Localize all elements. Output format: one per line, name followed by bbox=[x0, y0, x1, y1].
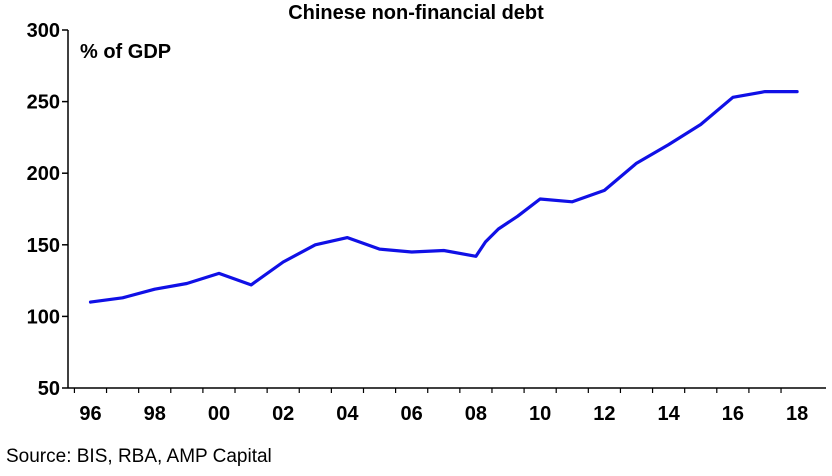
x-tick-label: 16 bbox=[722, 403, 744, 425]
series-layer bbox=[88, 89, 799, 304]
x-tick-label: 00 bbox=[208, 403, 230, 425]
y-tick-label: 300 bbox=[27, 20, 60, 42]
series-line bbox=[88, 89, 799, 304]
y-tick-label: 50 bbox=[38, 378, 60, 400]
x-tick-label: 08 bbox=[465, 403, 487, 425]
y-axis: 50 100 150 200 250 300 bbox=[27, 20, 69, 400]
x-tick-label: 10 bbox=[529, 403, 551, 425]
source-note: Source: BIS, RBA, AMP Capital bbox=[6, 446, 272, 467]
x-tick-label: 02 bbox=[272, 403, 294, 425]
x-tick-label: 04 bbox=[336, 403, 359, 425]
unit-label: % of GDP bbox=[80, 41, 171, 63]
x-tick-label: 18 bbox=[786, 403, 808, 425]
x-axis: 96 98 00 02 04 06 08 10 12 14 16 18 bbox=[68, 387, 826, 425]
x-tick-label: 98 bbox=[144, 403, 166, 425]
y-tick-label: 100 bbox=[27, 306, 60, 328]
chart-title: Chinese non-financial debt bbox=[288, 2, 544, 24]
x-tick-label: 96 bbox=[79, 403, 101, 425]
x-tick-label: 14 bbox=[657, 403, 680, 425]
y-tick-label: 200 bbox=[27, 163, 60, 185]
x-tick-label: 06 bbox=[401, 403, 423, 425]
x-tick-label: 12 bbox=[593, 403, 615, 425]
y-tick-label: 250 bbox=[27, 92, 60, 114]
y-tick-label: 150 bbox=[27, 235, 60, 257]
